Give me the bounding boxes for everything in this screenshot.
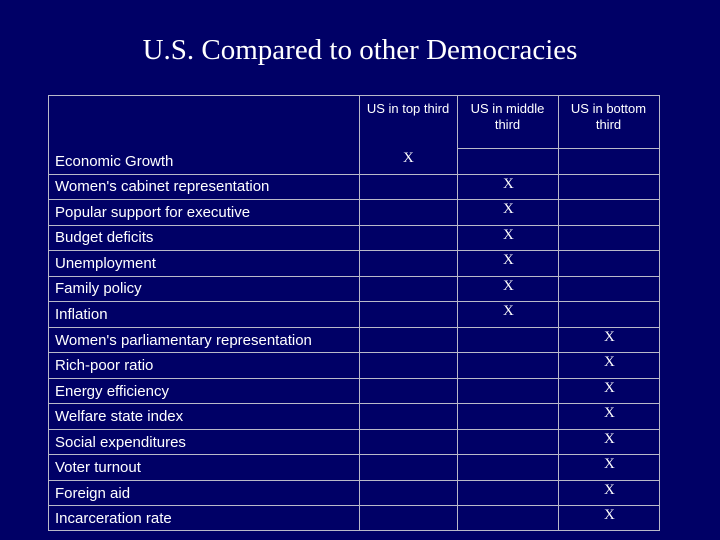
row-label: Budget deficits: [55, 229, 154, 246]
placement-mark: X: [403, 150, 414, 166]
row-label: Energy efficiency: [55, 383, 169, 400]
row-divider: [48, 480, 660, 481]
row-label: Rich-poor ratio: [55, 357, 154, 374]
placement-mark: X: [503, 227, 514, 243]
placement-mark: X: [503, 176, 514, 192]
row-label: Women's cabinet representation: [55, 178, 270, 195]
placement-mark: X: [503, 252, 514, 268]
row-label: Unemployment: [55, 255, 156, 272]
row-divider: [48, 250, 660, 251]
placement-mark: X: [503, 201, 514, 217]
row-label: Social expenditures: [55, 434, 186, 451]
row-divider: [48, 199, 660, 200]
column-header: US in top third: [366, 101, 450, 116]
placement-mark: X: [604, 354, 615, 370]
placement-mark: X: [604, 405, 615, 421]
row-label: Foreign aid: [55, 485, 131, 502]
column-header: US in bottom third: [570, 101, 647, 132]
row-label: Popular support for executive: [55, 204, 251, 221]
row-divider: [48, 327, 660, 328]
placement-mark: X: [604, 329, 615, 345]
row-label: Family policy: [55, 280, 142, 297]
row-divider: [48, 276, 660, 277]
placement-mark: X: [503, 278, 514, 294]
row-label: Economic Growth: [55, 153, 174, 170]
row-divider: [48, 174, 660, 175]
row-label: Welfare state index: [55, 408, 184, 425]
row-divider: [48, 225, 660, 226]
table-border-bottom: [48, 530, 660, 531]
table-border-left: [48, 95, 49, 531]
slide-title: U.S. Compared to other Democracies: [142, 34, 578, 66]
column-header: US in middle third: [470, 101, 545, 132]
row-divider: [48, 378, 660, 379]
placement-mark: X: [503, 303, 514, 319]
column-divider: [359, 95, 360, 531]
column-divider: [457, 95, 458, 531]
column-divider: [558, 95, 559, 531]
row-label: Inflation: [55, 306, 108, 323]
table-border-top: [48, 95, 660, 96]
placement-mark: X: [604, 431, 615, 447]
row-divider: [48, 403, 660, 404]
comparison-table: US in top third US in middle third US in b…: [48, 95, 660, 531]
placement-mark: X: [604, 456, 615, 472]
placement-mark: X: [604, 482, 615, 498]
row-divider: [48, 429, 660, 430]
row-divider: [48, 301, 660, 302]
row-divider: [48, 352, 660, 353]
row-label: Incarceration rate: [55, 510, 172, 527]
placement-mark: X: [604, 380, 615, 396]
placement-mark: X: [604, 507, 615, 523]
row-label: Voter turnout: [55, 459, 141, 476]
row-label: Women's parliamentary representation: [55, 332, 312, 349]
row-divider: [48, 454, 660, 455]
row-divider: [48, 505, 660, 506]
table-border-right: [659, 95, 660, 531]
